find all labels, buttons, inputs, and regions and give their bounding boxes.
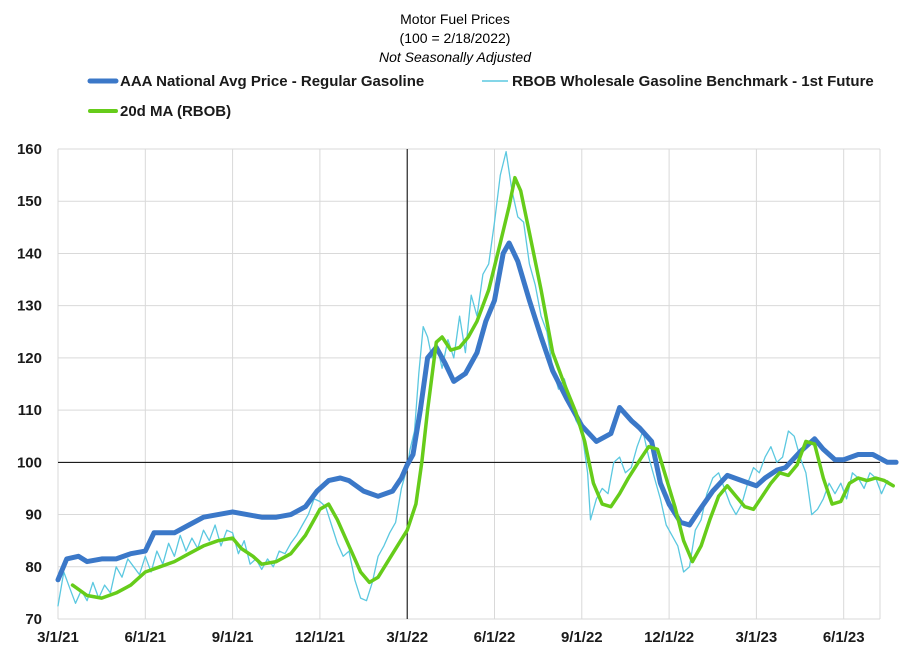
y-tick-label: 90: [25, 507, 42, 524]
reference-lines: [58, 149, 880, 619]
x-tick-label: 3/1/21: [37, 629, 79, 646]
series-line-aaa: [55, 240, 899, 583]
legend: AAA National Avg Price - Regular Gasolin…: [87, 73, 874, 120]
series-line-ma: [70, 175, 895, 600]
legend-label-aaa: AAA National Avg Price - Regular Gasolin…: [120, 73, 424, 90]
series-line-rbob: [57, 150, 894, 607]
y-tick-label: 160: [17, 141, 42, 158]
y-tick-label: 120: [17, 350, 42, 367]
chart-subtitle-note: Not Seasonally Adjusted: [379, 49, 532, 65]
y-tick-label: 130: [17, 298, 42, 315]
x-tick-label: 6/1/23: [823, 629, 865, 646]
chart-title: Motor Fuel Prices: [400, 11, 510, 27]
y-tick-label: 140: [17, 245, 42, 262]
x-tick-label: 3/1/22: [386, 629, 428, 646]
series-lines: [55, 150, 899, 607]
y-tick-label: 150: [17, 193, 42, 210]
y-tick-label: 70: [25, 611, 42, 628]
x-tick-label: 3/1/23: [736, 629, 778, 646]
x-tick-label: 9/1/21: [212, 629, 254, 646]
gridlines: [57, 148, 881, 620]
legend-label-rbob: RBOB Wholesale Gasoline Benchmark - 1st …: [512, 73, 874, 90]
y-tick-label: 100: [17, 454, 42, 471]
x-tick-label: 12/1/21: [295, 629, 345, 646]
x-tick-label: 6/1/21: [124, 629, 166, 646]
x-axis: 3/1/21 6/1/21 9/1/21 12/1/21 3/1/22 6/1/22 9/1…: [37, 629, 864, 646]
x-tick-label: 12/1/22: [644, 629, 694, 646]
y-tick-label: 110: [18, 402, 42, 419]
x-tick-label: 6/1/22: [474, 629, 516, 646]
legend-label-ma: 20d MA (RBOB): [120, 103, 231, 120]
x-tick-label: 9/1/22: [561, 629, 603, 646]
y-tick-label: 80: [25, 559, 42, 576]
y-axis: 70 80 90 100 110 120 130 140 150 160: [17, 141, 42, 628]
chart-subtitle: (100 = 2/18/2022): [400, 30, 511, 46]
